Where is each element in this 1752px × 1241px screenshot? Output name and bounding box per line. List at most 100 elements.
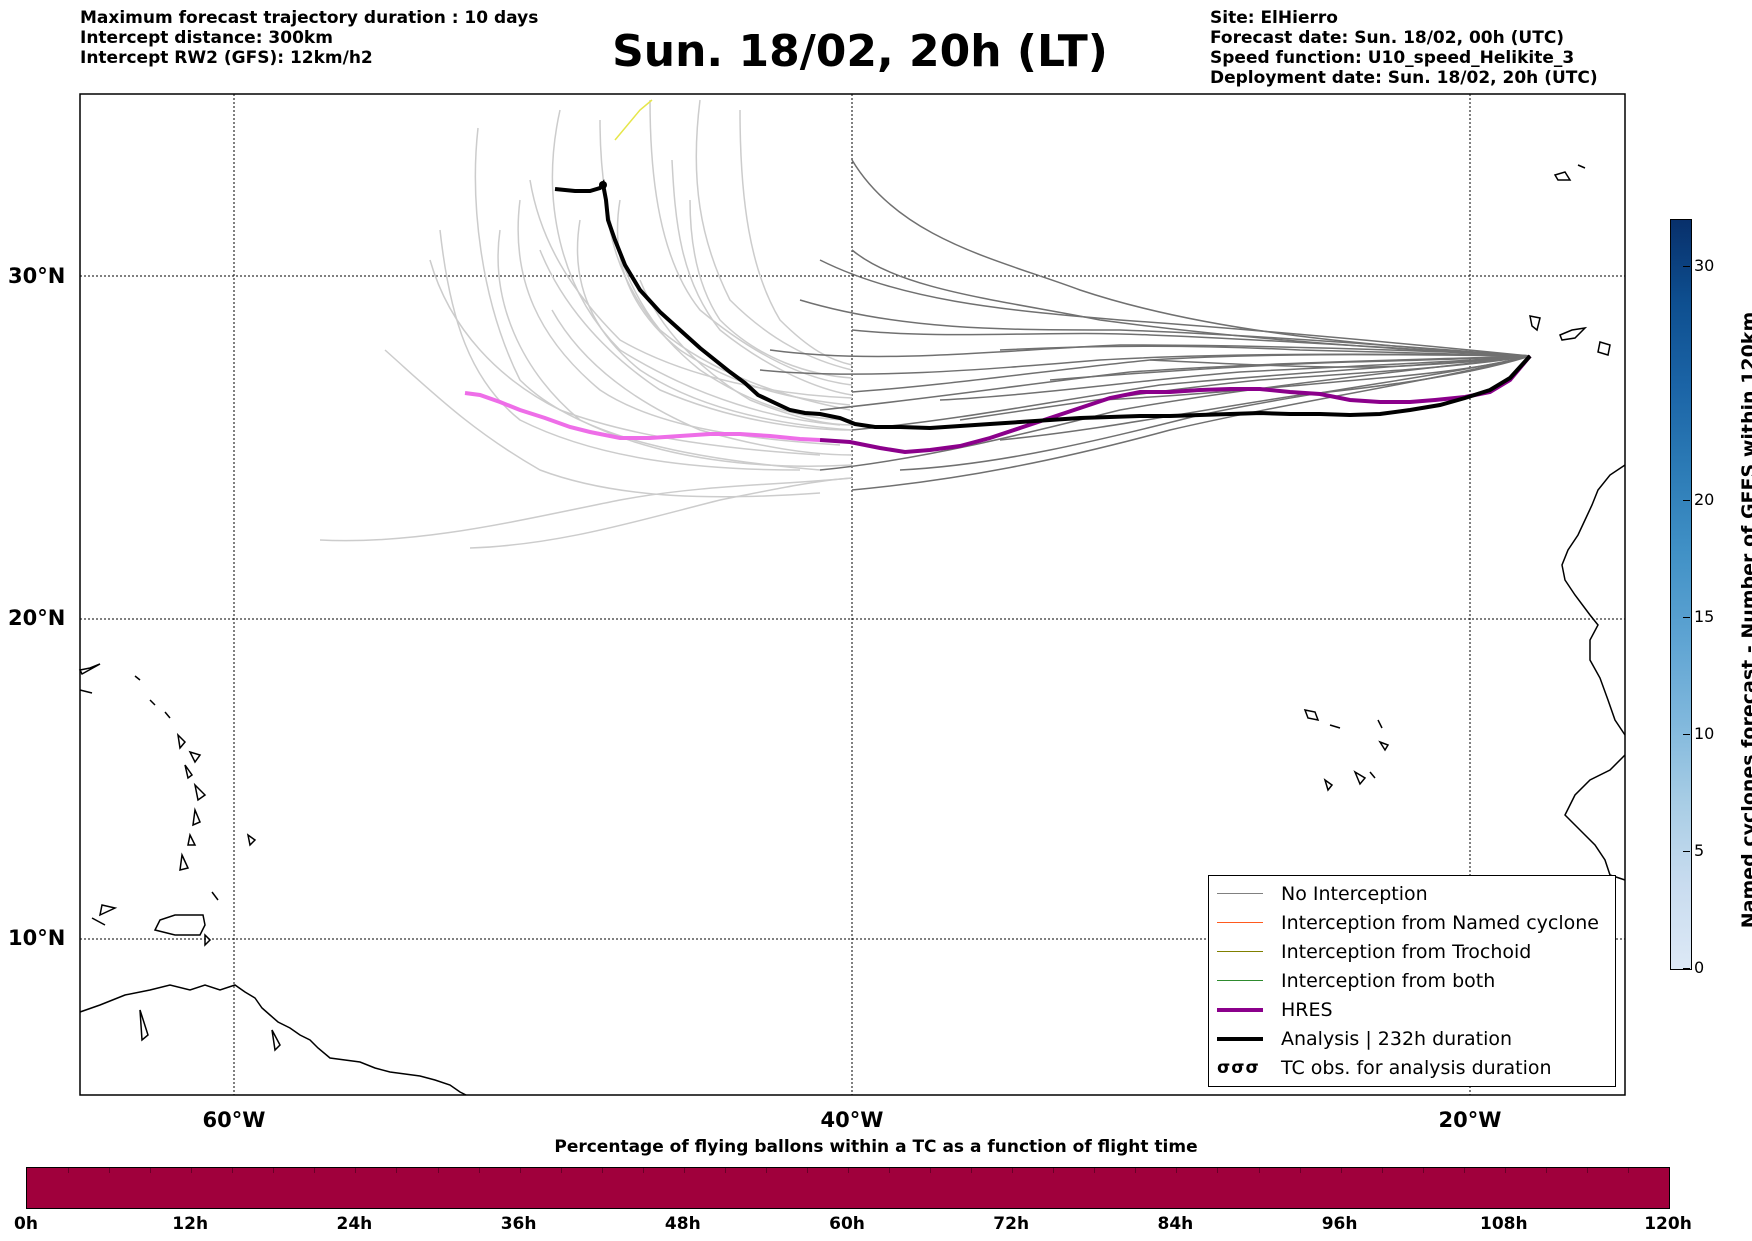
ensemble-trajectory — [1149, 355, 1531, 368]
colorbar-minor-tick — [1545, 1168, 1547, 1173]
lon-label-20w: 20°W — [1438, 1108, 1502, 1132]
ensemble-trajectory — [695, 99, 853, 371]
colorbar-tick-mark — [1683, 616, 1690, 618]
ensemble-trajectory — [517, 199, 841, 446]
colorbar-minor-tick — [601, 1168, 603, 1173]
colorbar-minor-tick — [765, 1168, 767, 1173]
ensemble-trajectory — [319, 477, 853, 542]
coast-island — [98, 904, 118, 917]
flight-time-label: 24h — [336, 1214, 373, 1234]
ensemble-trajectory — [689, 199, 853, 379]
legend-label: Analysis | 232h duration — [1281, 1027, 1513, 1050]
coast-madeira — [1577, 164, 1586, 169]
ensemble-trajectory — [819, 259, 1531, 357]
colorbar-tick-mark — [1683, 733, 1690, 735]
legend-swatch — [1217, 922, 1263, 923]
colorbar-minor-tick — [314, 1168, 316, 1173]
legend-item-named-cyclone: Interception from Named cyclone — [1217, 908, 1599, 937]
coast-cape-verde — [1369, 771, 1376, 779]
ensemble-trajectory — [959, 355, 1531, 421]
ensemble-trajectory — [474, 127, 821, 471]
flight-time-label: 60h — [829, 1214, 865, 1234]
colorbar-minor-tick — [1135, 1168, 1137, 1173]
colorbar-minor-tick — [1176, 1168, 1178, 1173]
colorbar-tick-label: 5 — [1694, 840, 1705, 860]
legend-swatch — [1217, 951, 1263, 952]
coast-island — [79, 689, 93, 694]
flight-time-label: 120h — [1644, 1214, 1692, 1234]
colorbar-tick-label: 10 — [1694, 723, 1715, 743]
coast-island — [176, 732, 187, 750]
lon-label-60w: 60°W — [202, 1108, 266, 1132]
map-frame — [79, 93, 1626, 1096]
ensemble-trajectory — [439, 229, 801, 471]
colorbar-minor-tick — [519, 1168, 521, 1173]
coast-south-america — [79, 984, 467, 1096]
map-grid — [80, 94, 1625, 1095]
legend-label: TC obs. for analysis duration — [1281, 1056, 1552, 1079]
legend-item-both: Interception from both — [1217, 966, 1495, 995]
hres-trajectory-early — [464, 391, 821, 442]
coast-island — [179, 852, 190, 871]
ensemble-trajectory — [539, 249, 853, 431]
legend-item-hres: HRES — [1217, 995, 1333, 1024]
legend-item-no-interception: No Interception — [1217, 879, 1428, 908]
header-right-line: Forecast date: Sun. 18/02, 00h (UTC) — [1210, 28, 1565, 48]
coast-cape-verde — [1303, 708, 1320, 722]
ensemble-trajectories-light — [319, 99, 853, 549]
header-left-info: Maximum forecast trajectory duration : 1… — [80, 8, 538, 68]
colorbar-minor-tick — [1012, 1168, 1014, 1173]
colorbar-tick-label: 20 — [1694, 489, 1715, 509]
colorbar-minor-tick — [1340, 1168, 1342, 1173]
colorbar-tick-label: 0 — [1694, 958, 1705, 977]
coast-cape-verde — [1353, 770, 1367, 786]
colorbar-minor-tick — [1217, 1168, 1219, 1173]
legend-swatch — [1217, 980, 1263, 981]
coastlines — [78, 164, 1626, 1096]
colorbar-minor-tick — [1504, 1168, 1506, 1173]
colorbar-tick-mark — [1683, 850, 1690, 852]
coast-island — [188, 750, 202, 764]
lat-label-30n: 30°N — [8, 264, 66, 288]
coast-canaries — [1529, 315, 1541, 332]
colorbar-minor-tick — [806, 1168, 808, 1173]
coast-island — [139, 1009, 149, 1042]
ensemble-trajectory — [1049, 355, 1531, 381]
ensemble-trajectory — [469, 477, 853, 549]
main-title: Sun. 18/02, 20h (LT) — [612, 26, 1108, 77]
ensemble-trajectory — [939, 355, 1531, 401]
coast-island — [134, 675, 141, 681]
coast-trinidad — [204, 933, 212, 947]
coast-cape-verde — [1377, 719, 1383, 729]
coast-island — [271, 1029, 281, 1052]
flight-time-label: 108h — [1480, 1214, 1528, 1234]
header-left-line: Intercept distance: 300km — [80, 28, 333, 48]
legend-item-trochoid: Interception from Trochoid — [1217, 937, 1531, 966]
coast-island — [164, 711, 171, 719]
flight-time-label: 96h — [1321, 1214, 1358, 1234]
trajectory-fragment — [614, 99, 653, 141]
legend-label: Interception from Named cyclone — [1281, 911, 1599, 934]
ensemble-trajectory — [497, 229, 853, 467]
coast-island — [184, 764, 194, 780]
coast-island — [78, 663, 101, 676]
coast-island — [246, 833, 257, 847]
flight-time-label: 72h — [993, 1214, 1030, 1234]
flight-time-label: 84h — [1157, 1214, 1194, 1234]
colorbar-minor-tick — [1094, 1168, 1096, 1173]
colorbar-minor-tick — [1381, 1168, 1383, 1173]
cyclone-count-colorbar — [1670, 219, 1692, 970]
legend-label: Interception from both — [1281, 969, 1496, 992]
ensemble-trajectory — [529, 179, 853, 399]
colorbar-minor-tick — [355, 1168, 357, 1173]
analysis-end-marker — [599, 181, 607, 189]
flight-time-label: 0h — [14, 1214, 38, 1234]
coast-cape-verde — [1378, 740, 1390, 752]
header-left-line: Intercept RW2 (GFS): 12km/h2 — [80, 48, 373, 68]
legend-item-tc-obs: σσσ TC obs. for analysis duration — [1217, 1053, 1552, 1082]
colorbar-title: Named cyclones forecast - Number of GEFS… — [1738, 311, 1752, 929]
colorbar-minor-tick — [273, 1168, 275, 1173]
coast-island — [192, 807, 201, 827]
coast-venezuela — [153, 914, 206, 936]
colorbar-minor-tick — [109, 1168, 111, 1173]
